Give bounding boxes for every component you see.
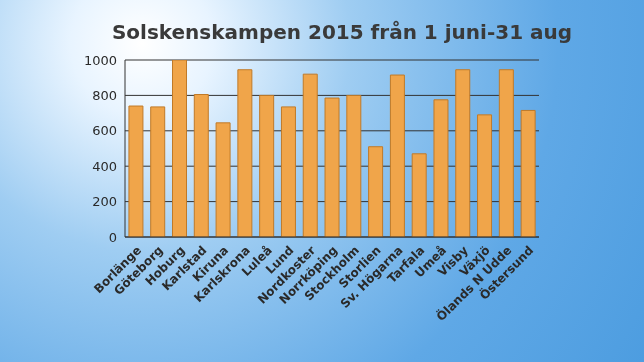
svg-text:Umeå: Umeå (412, 243, 450, 281)
svg-text:Göteborg: Göteborg (111, 243, 166, 298)
svg-text:Visby: Visby (435, 243, 471, 280)
svg-text:Sv. Högarna: Sv. Högarna (337, 243, 406, 311)
svg-text:Luleå: Luleå (239, 243, 275, 279)
svg-text:Storlien: Storlien (336, 243, 384, 291)
svg-text:Stockholm: Stockholm (301, 243, 362, 304)
svg-text:Ölands N Udde: Ölands N Udde (433, 243, 515, 324)
svg-text:Lund: Lund (263, 243, 297, 277)
svg-text:Östersund: Östersund (476, 243, 536, 303)
svg-text:800: 800 (92, 88, 117, 103)
svg-text:Norrköping: Norrköping (276, 243, 341, 307)
svg-text:1000: 1000 (84, 53, 117, 68)
svg-text:400: 400 (92, 159, 117, 174)
svg-text:600: 600 (92, 123, 117, 138)
svg-text:Växjö: Växjö (456, 243, 493, 280)
svg-text:Hoburg: Hoburg (142, 243, 188, 289)
svg-text:200: 200 (92, 194, 117, 209)
svg-text:Karlskrona: Karlskrona (191, 243, 253, 305)
svg-text:Borlänge: Borlänge (91, 243, 144, 297)
svg-text:Nordkoster: Nordkoster (255, 243, 319, 307)
html-text:Solskenskampen 2015 från 1 jun: Solskenskampen 2015 från 1 juni-31 aug (111, 20, 573, 44)
svg-text:Kiruna: Kiruna (189, 243, 232, 285)
svg-text:0: 0 (109, 230, 117, 245)
svg-text:Karlstad: Karlstad (159, 243, 210, 294)
svg-text:Tarfala: Tarfala (384, 243, 428, 286)
